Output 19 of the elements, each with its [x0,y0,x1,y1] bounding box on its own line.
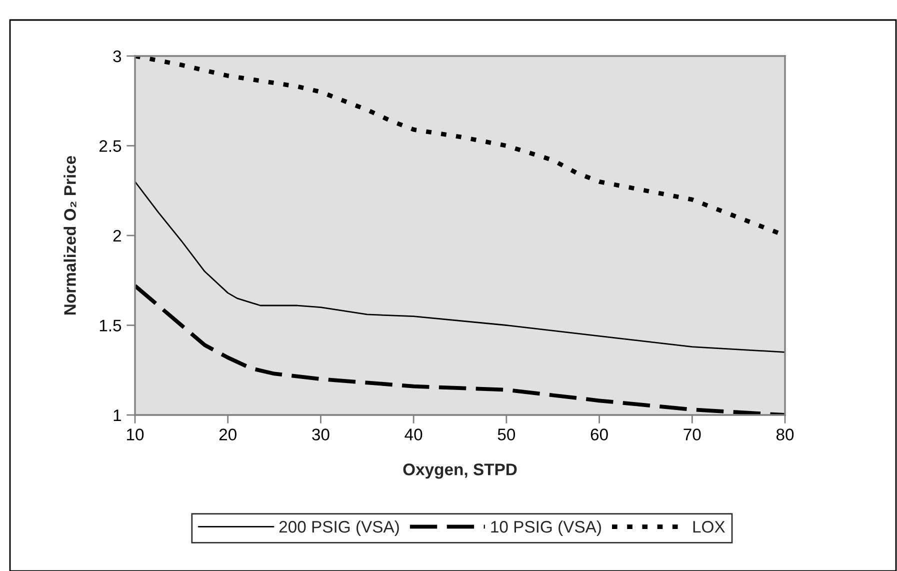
y-tick-label: 1 [114,410,121,422]
x-tick-label: 20 [219,428,236,440]
legend-label: LOX [693,520,725,533]
y-tick-label: 2 [113,230,121,242]
legend-label: 200 PSIG (VSA) [279,520,399,536]
line-series [135,180,785,353]
x-tick-label: 40 [404,428,422,440]
y-tick-label: 2.5 [99,140,122,152]
x-tick-label: 30 [312,428,330,440]
x-tick-label: 60 [590,428,608,440]
x-tick-label: 70 [684,428,701,440]
legend-label: 10 PSIG (VSA) [491,520,601,536]
y-tick-label: 3 [113,50,122,62]
y-axis-title: Normalized O₂ Price [64,156,76,315]
x-axis-title: Oxygen, STPD [403,464,517,479]
x-tick-label: 80 [776,428,794,440]
x-tick-label: 10 [127,428,144,440]
x-tick-label: 50 [498,428,516,440]
y-tick-label: 1.5 [100,320,122,332]
